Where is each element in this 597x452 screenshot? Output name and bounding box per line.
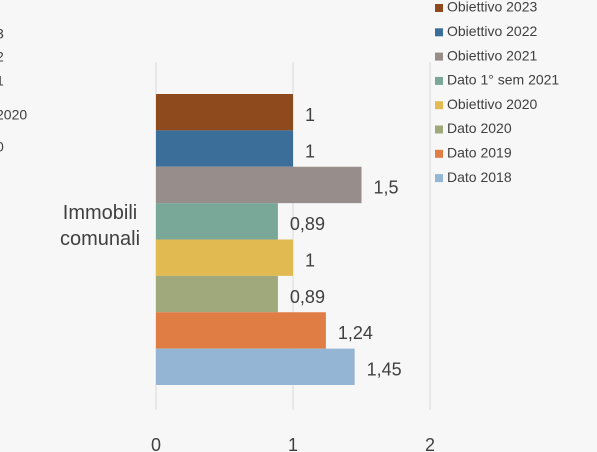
value-label: 1 bbox=[305, 105, 315, 125]
legend-label: Obiettivo 2023 bbox=[447, 0, 537, 15]
x-tick-label: 1 bbox=[288, 435, 298, 452]
value-label: 1,24 bbox=[338, 323, 373, 343]
legend-swatch bbox=[435, 125, 443, 134]
legend-label: Dato 2018 bbox=[447, 169, 512, 185]
x-tick-label: 2 bbox=[425, 435, 435, 452]
value-label: 0,89 bbox=[290, 287, 325, 307]
legend-label: Dato 1° sem 2021 bbox=[447, 72, 559, 88]
legend-swatch bbox=[435, 4, 443, 12]
cropped-legend-fragment: 3 bbox=[0, 26, 4, 42]
value-label: 1 bbox=[305, 250, 315, 270]
cropped-legend-fragment: 0 bbox=[0, 139, 4, 155]
legend-swatch bbox=[435, 28, 443, 37]
bar bbox=[156, 275, 278, 313]
legend-label: Obiettivo 2022 bbox=[447, 23, 537, 39]
category-label: Immobili comunali bbox=[59, 202, 141, 250]
bar bbox=[156, 239, 293, 276]
legend-label: Dato 2020 bbox=[447, 120, 512, 136]
cropped-legend-fragment: 2 bbox=[0, 49, 4, 65]
bar bbox=[156, 203, 278, 240]
legend-swatch bbox=[435, 101, 443, 110]
value-label: 1,5 bbox=[374, 178, 399, 198]
legend-swatch bbox=[435, 174, 443, 183]
cropped-legend-fragment: 2020 bbox=[0, 107, 27, 123]
x-tick-label: 0 bbox=[151, 435, 161, 452]
value-label: 1 bbox=[305, 141, 315, 161]
bar bbox=[156, 348, 355, 385]
cropped-legend-fragment: 1 bbox=[0, 73, 4, 89]
value-label: 1,45 bbox=[367, 360, 402, 380]
bar bbox=[156, 94, 293, 131]
bar bbox=[156, 130, 293, 167]
value-label: 0,89 bbox=[290, 214, 325, 234]
legend-swatch bbox=[435, 52, 443, 61]
bar bbox=[156, 312, 326, 349]
legend-label: Dato 2019 bbox=[447, 145, 512, 161]
legend-swatch bbox=[435, 149, 443, 158]
bar bbox=[156, 166, 362, 204]
legend-swatch bbox=[435, 76, 443, 85]
legend-label: Obiettivo 2020 bbox=[447, 96, 537, 112]
legend-label: Obiettivo 2021 bbox=[447, 47, 537, 63]
